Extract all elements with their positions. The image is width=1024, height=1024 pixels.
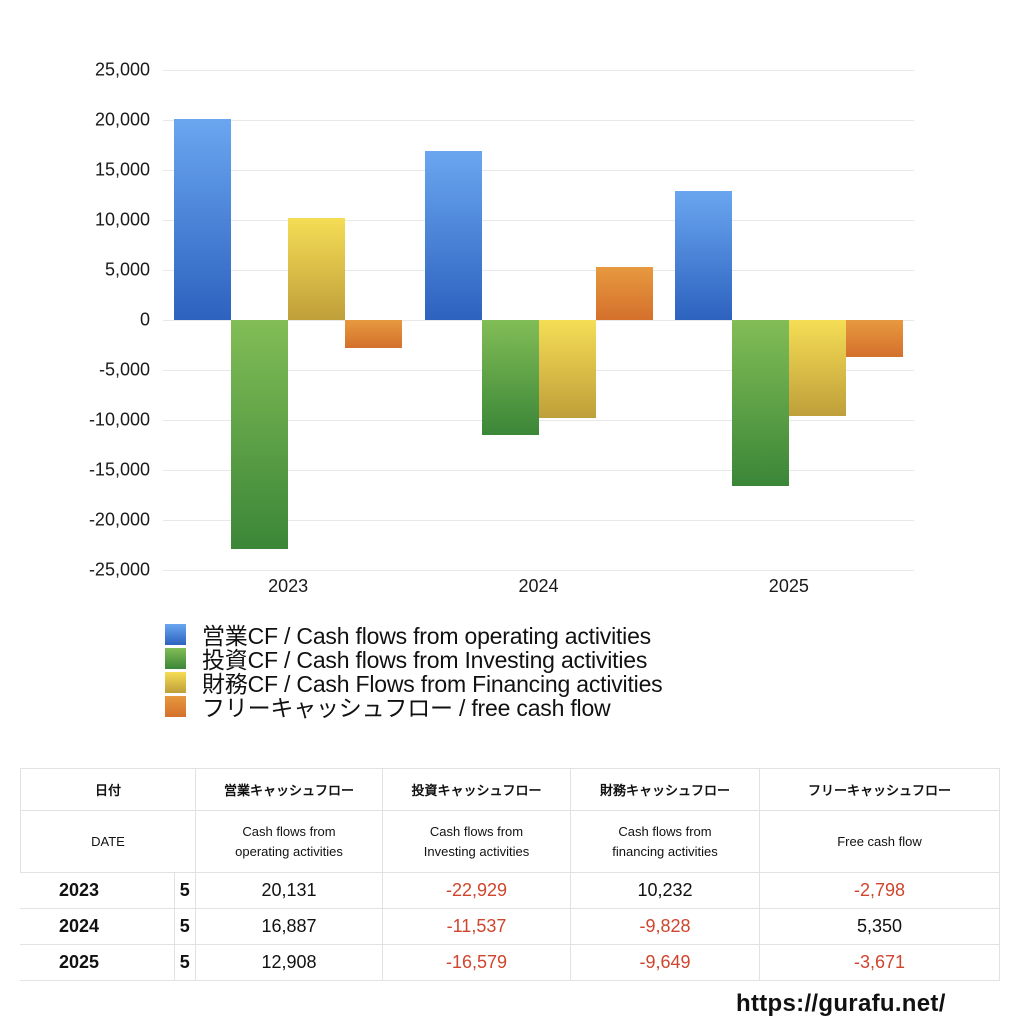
header-financing-line2: financing activities (612, 843, 718, 859)
cell-financing: -9,828 (570, 908, 760, 945)
cell-month: 5 (173, 944, 197, 981)
x-tick-label: 2024 (518, 576, 559, 596)
gridline (163, 470, 914, 471)
y-tick-label: 0 (139, 309, 150, 330)
header-free-jp: フリーキャッシュフロー (759, 768, 1000, 811)
header-operating-jp: 営業キャッシュフロー (195, 768, 383, 811)
legend-label: フリーキャッシュフロー / free cash flow (202, 695, 611, 721)
header-financing-line1: Cash flows from (618, 823, 712, 839)
gridline (163, 120, 914, 121)
table-row: 2025 5 12,908 -16,579 -9,649 -3,671 (20, 944, 1000, 981)
bar-2024-series-2 (481, 320, 539, 436)
table-row: 2023 5 20,131 -22,929 10,232 -2,798 (20, 872, 1000, 909)
gridline (163, 70, 914, 71)
y-tick-label: 15,000 (94, 159, 150, 180)
table-header-en: DATE Cash flows from operating activities… (20, 810, 1000, 873)
bar-2023-series-1 (174, 118, 232, 320)
header-date-jp: 日付 (20, 768, 196, 811)
legend-item: 投資CF / Cash flows from Investing activit… (165, 646, 662, 673)
y-tick-label: -25,000 (88, 559, 150, 580)
y-tick-label: 25,000 (94, 59, 150, 80)
header-operating-line1: Cash flows from (242, 823, 336, 839)
cell-month: 5 (173, 908, 197, 945)
cell-month: 5 (173, 872, 197, 909)
cell-financing: -9,649 (570, 944, 760, 981)
legend-label: 財務CF / Cash Flows from Financing activit… (202, 671, 663, 697)
gridline (163, 520, 914, 521)
header-operating-line2: operating activities (235, 843, 343, 859)
cash-flow-bar-chart: 25,000 20,000 15,000 10,000 5,000 0 -5,000 -10,… (88, 59, 914, 596)
y-tick-label: 5,000 (104, 259, 150, 280)
bar-2024-series-3 (538, 320, 596, 419)
bar-2024-series-1 (424, 151, 482, 320)
table-row: 2024 5 16,887 -11,537 -9,828 5,350 (20, 908, 1000, 945)
legend-swatch-icon (165, 671, 186, 693)
cell-operating: 16,887 (195, 908, 383, 945)
header-date-en: DATE (20, 810, 196, 873)
header-financing-en: Cash flows from financing activities (570, 810, 760, 873)
bar-2023-series-4 (345, 320, 403, 348)
y-tick-label: -15,000 (88, 459, 150, 480)
x-tick-label: 2025 (768, 576, 809, 596)
cell-investing: -16,579 (382, 944, 571, 981)
bar-2023-series-3 (288, 217, 346, 320)
legend-swatch-icon (165, 695, 186, 717)
gridline (163, 420, 914, 421)
bar-2024-series-4 (595, 266, 653, 320)
cash-flow-table: 日付 営業キャッシュフロー 投資キャッシュフロー 財務キャッシュフロー フリーキ… (20, 768, 1000, 981)
cell-free: 5,350 (759, 908, 1000, 945)
gridline (163, 270, 914, 271)
y-tick-label: -10,000 (88, 409, 150, 430)
cell-financing: 10,232 (570, 872, 760, 909)
legend-swatch-icon (165, 623, 186, 645)
header-operating-en: Cash flows from operating activities (195, 810, 383, 873)
cell-year: 2024 (20, 908, 175, 945)
y-tick-label: -20,000 (88, 509, 150, 530)
table-body: 2023 5 20,131 -22,929 10,232 -2,798 2024 5 16,88… (20, 872, 1000, 981)
bar-2023-series-2 (231, 320, 289, 550)
gridline (163, 170, 914, 171)
legend-swatch-icon (165, 647, 186, 669)
legend-label: 営業CF / Cash flows from operating activit… (202, 623, 651, 649)
bar-2025-series-3 (788, 320, 846, 417)
header-investing-line2: Investing activities (423, 843, 530, 859)
legend-label: 投資CF / Cash flows from Investing activit… (202, 647, 648, 673)
header-financing-jp: 財務キャッシュフロー (570, 768, 760, 811)
y-tick-label: 20,000 (94, 109, 150, 130)
gridline (163, 570, 914, 571)
header-free-en: Free cash flow (759, 810, 1000, 873)
gridline (163, 220, 914, 221)
cell-operating: 12,908 (195, 944, 383, 981)
header-investing-jp: 投資キャッシュフロー (382, 768, 571, 811)
bar-2025-series-4 (845, 320, 903, 357)
table-header-jp: 日付 営業キャッシュフロー 投資キャッシュフロー 財務キャッシュフロー フリーキ… (20, 768, 1000, 811)
y-tick-label: -5,000 (98, 359, 150, 380)
bar-2025-series-1 (674, 190, 732, 320)
header-investing-en: Cash flows from Investing activities (382, 810, 571, 873)
cell-free: -3,671 (759, 944, 1000, 981)
cell-investing: -22,929 (382, 872, 571, 909)
y-tick-label: 10,000 (94, 209, 150, 230)
cell-year: 2025 (20, 944, 175, 981)
x-tick-label: 2023 (268, 576, 309, 596)
header-investing-line1: Cash flows from (429, 823, 524, 839)
legend-item: 財務CF / Cash Flows from Financing activit… (165, 670, 663, 697)
legend-item: 営業CF / Cash flows from operating activit… (165, 622, 662, 649)
chart-legend: 営業CF / Cash flows from operating activit… (165, 622, 663, 721)
footer-url: https://gurafu.net/ (736, 990, 946, 1017)
cell-operating: 20,131 (195, 872, 383, 909)
bar-2025-series-2 (731, 320, 789, 486)
cell-free: -2,798 (759, 872, 1000, 909)
cell-investing: -11,537 (382, 908, 571, 945)
cell-year: 2023 (20, 872, 175, 909)
legend-item: フリーキャッシュフロー / free cash flow (165, 694, 662, 721)
